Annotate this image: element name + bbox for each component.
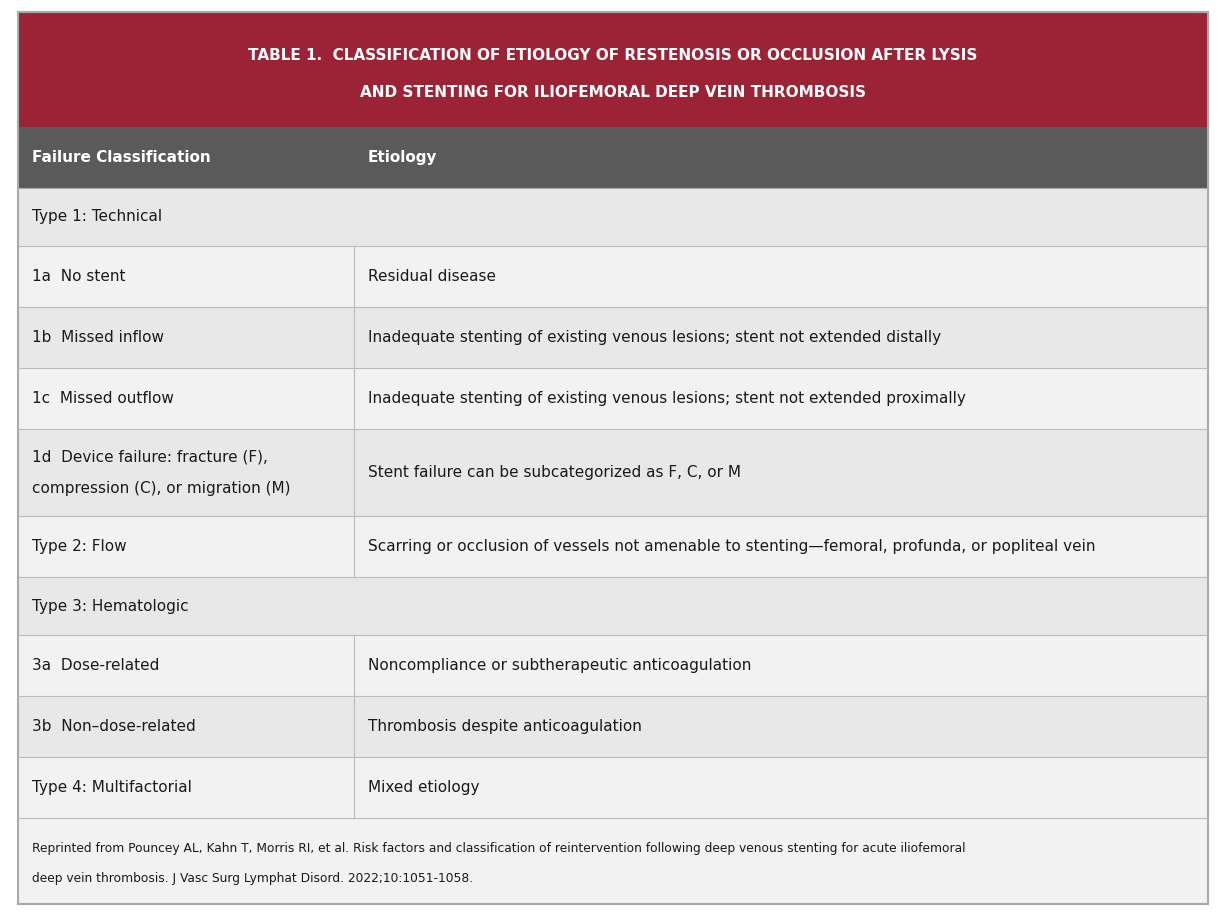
Text: TABLE 1.  CLASSIFICATION OF ETIOLOGY OF RESTENOSIS OR OCCLUSION AFTER LYSIS: TABLE 1. CLASSIFICATION OF ETIOLOGY OF R… — [249, 49, 977, 63]
Bar — [353, 429, 1208, 516]
Bar — [18, 188, 1208, 246]
Text: 3b  Non–dose-related: 3b Non–dose-related — [32, 719, 196, 734]
Bar — [18, 696, 353, 757]
Bar — [18, 516, 353, 577]
Text: Reprinted from Pouncey AL, Kahn T, Morris RI, et al. Risk factors and classifica: Reprinted from Pouncey AL, Kahn T, Morri… — [32, 842, 966, 855]
Bar — [353, 696, 1208, 757]
Text: Inadequate stenting of existing venous lesions; stent not extended distally: Inadequate stenting of existing venous l… — [368, 330, 940, 345]
Bar — [353, 516, 1208, 577]
Bar — [18, 12, 1208, 127]
Bar — [18, 757, 353, 818]
Bar — [18, 818, 1208, 904]
Text: 1b  Missed inflow: 1b Missed inflow — [32, 330, 164, 345]
Bar — [353, 246, 1208, 307]
Text: Failure Classification: Failure Classification — [32, 150, 211, 165]
Text: Etiology: Etiology — [368, 150, 438, 165]
Bar — [353, 307, 1208, 368]
Bar — [353, 757, 1208, 818]
Text: Noncompliance or subtherapeutic anticoagulation: Noncompliance or subtherapeutic anticoag… — [368, 658, 752, 673]
Text: Type 4: Multifactorial: Type 4: Multifactorial — [32, 780, 192, 795]
Text: Type 3: Hematologic: Type 3: Hematologic — [32, 598, 189, 614]
Text: Type 2: Flow: Type 2: Flow — [32, 539, 126, 554]
Bar — [18, 635, 353, 696]
Bar — [18, 246, 353, 307]
Bar — [18, 577, 1208, 635]
Text: Type 1: Technical: Type 1: Technical — [32, 210, 162, 224]
Text: Mixed etiology: Mixed etiology — [368, 780, 479, 795]
Text: Residual disease: Residual disease — [368, 269, 495, 284]
Bar — [353, 368, 1208, 429]
Text: Stent failure can be subcategorized as F, C, or M: Stent failure can be subcategorized as F… — [368, 465, 741, 480]
Text: Scarring or occlusion of vessels not amenable to stenting—femoral, profunda, or : Scarring or occlusion of vessels not ame… — [368, 539, 1095, 554]
Text: 1a  No stent: 1a No stent — [32, 269, 125, 284]
Text: 3a  Dose-related: 3a Dose-related — [32, 658, 159, 673]
Text: AND STENTING FOR ILIOFEMORAL DEEP VEIN THROMBOSIS: AND STENTING FOR ILIOFEMORAL DEEP VEIN T… — [360, 85, 866, 100]
Bar — [353, 635, 1208, 696]
Bar — [18, 368, 353, 429]
Text: 1d  Device failure: fracture (F),: 1d Device failure: fracture (F), — [32, 450, 267, 464]
Bar — [18, 307, 353, 368]
Text: Inadequate stenting of existing venous lesions; stent not extended proximally: Inadequate stenting of existing venous l… — [368, 391, 965, 406]
Bar — [18, 429, 353, 516]
Text: deep vein thrombosis. J Vasc Surg Lymphat Disord. 2022;10:1051-1058.: deep vein thrombosis. J Vasc Surg Lympha… — [32, 872, 473, 885]
Bar — [18, 127, 1208, 188]
Text: compression (C), or migration (M): compression (C), or migration (M) — [32, 481, 291, 496]
Text: Thrombosis despite anticoagulation: Thrombosis despite anticoagulation — [368, 719, 641, 734]
Text: 1c  Missed outflow: 1c Missed outflow — [32, 391, 174, 406]
